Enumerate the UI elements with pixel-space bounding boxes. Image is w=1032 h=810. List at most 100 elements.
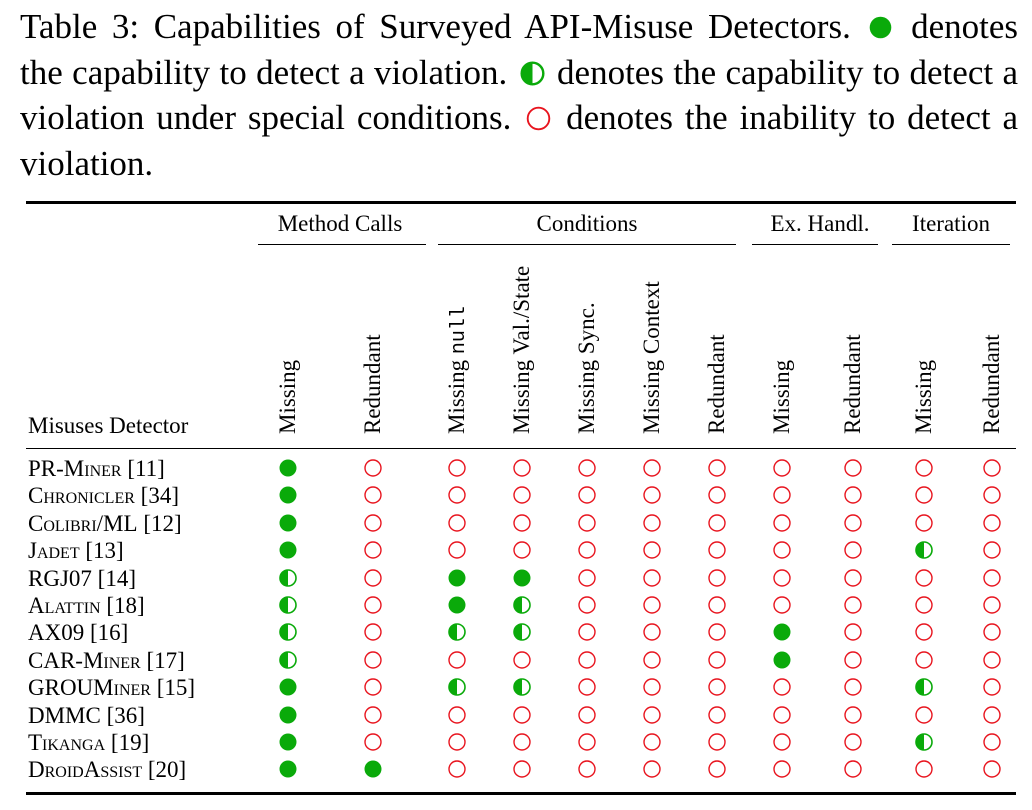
caption-half-desc: denotes the capability to detect a viola… (20, 52, 1019, 138)
half-circle-icon (447, 622, 467, 642)
detector-label: GROUMiner [15] (28, 674, 195, 701)
full-circle-icon (278, 732, 298, 752)
empty-circle-icon (914, 485, 934, 505)
empty-circle-icon (707, 595, 727, 615)
empty-circle-icon (707, 677, 727, 697)
detector-label: CAR-Miner [17] (28, 647, 185, 674)
caption-empty-desc: denotes the inability to detect a violat… (20, 98, 1019, 183)
empty-circle-icon (577, 485, 597, 505)
empty-circle-icon (642, 513, 662, 533)
empty-circle-icon (843, 732, 863, 752)
empty-circle-icon (363, 650, 383, 670)
detector-label: Chronicler [34] (28, 482, 179, 509)
empty-circle-icon (707, 513, 727, 533)
empty-circle-icon (982, 650, 1002, 670)
half-circle-icon (512, 595, 532, 615)
empty-circle-icon (843, 677, 863, 697)
detector-citation: [19] (110, 730, 150, 755)
detector-name: Alattin (28, 593, 101, 618)
column-header-detector: Misuses Detector (28, 413, 189, 438)
empty-circle-icon (512, 732, 532, 752)
empty-circle-icon (577, 513, 597, 533)
empty-circle-icon (642, 650, 662, 670)
column-header-exhandl-redundant: Redundant (840, 334, 865, 434)
half-circle-icon (512, 622, 532, 642)
full-circle-icon (278, 513, 298, 533)
detector-name: Colibri/ML (28, 510, 138, 536)
empty-circle-icon (447, 513, 467, 533)
detector-name: DroidAssist (28, 757, 143, 783)
empty-circle-icon (914, 650, 934, 670)
full-circle-icon (447, 568, 467, 588)
half-circle-icon (914, 540, 934, 560)
empty-circle-icon (982, 622, 1002, 642)
empty-circle-icon (363, 677, 383, 697)
empty-circle-icon (577, 705, 597, 725)
column-header-iteration-missing: Missing (911, 359, 936, 434)
empty-circle-icon (577, 677, 597, 697)
empty-circle-icon (447, 705, 467, 725)
empty-circle-icon (512, 513, 532, 533)
empty-circle-icon (982, 759, 1002, 779)
empty-circle-icon (843, 759, 863, 779)
empty-circle-icon (642, 705, 662, 725)
detector-name: Jadet (28, 538, 80, 564)
detector-name: PR-Miner (28, 456, 122, 481)
half-circle-icon (278, 568, 298, 588)
caption-title: Table 3: Capabilities of Surveyed API-Mi… (20, 7, 851, 46)
empty-circle-icon (707, 568, 727, 588)
empty-circle-icon (642, 759, 662, 779)
empty-circle-icon (363, 485, 383, 505)
full-circle-icon (278, 540, 298, 560)
empty-circle-icon (843, 705, 863, 725)
detector-citation: [11] (127, 456, 165, 481)
half-circle-icon (278, 595, 298, 615)
empty-circle-icon (843, 595, 863, 615)
empty-circle-icon (707, 759, 727, 779)
empty-circle-icon (577, 540, 597, 560)
empty-circle-icon (642, 732, 662, 752)
empty-circle-icon (707, 650, 727, 670)
group-rule-method-calls (258, 244, 426, 245)
table-top-rule (26, 201, 1016, 204)
empty-circle-icon (772, 513, 792, 533)
detector-name: RGJ07 (28, 565, 92, 591)
full-circle-icon (867, 14, 894, 41)
empty-circle-icon (982, 485, 1002, 505)
detector-label: Tikanga [19] (28, 729, 149, 756)
empty-circle-icon (363, 595, 383, 615)
column-header-method-missing: Missing (275, 359, 300, 434)
empty-circle-icon (577, 595, 597, 615)
column-header-missing-null-prefix: Missing (444, 354, 469, 434)
half-circle-icon (914, 732, 934, 752)
empty-circle-icon (982, 677, 1002, 697)
empty-circle-icon (772, 677, 792, 697)
detector-citation: [16] (89, 620, 129, 646)
detector-label: Colibri/ML [12] (28, 510, 182, 537)
empty-circle-icon (447, 540, 467, 560)
empty-circle-icon (363, 568, 383, 588)
empty-circle-icon (914, 513, 934, 533)
empty-circle-icon (982, 732, 1002, 752)
empty-circle-icon (772, 458, 792, 478)
empty-circle-icon (363, 705, 383, 725)
column-header-iteration-redundant: Redundant (979, 334, 1004, 434)
empty-circle-icon (512, 540, 532, 560)
empty-circle-icon (914, 458, 934, 478)
empty-circle-icon (577, 732, 597, 752)
table-header-rule (26, 448, 1016, 449)
empty-circle-icon (772, 759, 792, 779)
empty-circle-icon (982, 568, 1002, 588)
empty-circle-icon (447, 732, 467, 752)
empty-circle-icon (577, 759, 597, 779)
empty-circle-icon (772, 732, 792, 752)
full-circle-icon (278, 458, 298, 478)
empty-circle-icon (363, 622, 383, 642)
empty-circle-icon (843, 485, 863, 505)
empty-circle-icon (707, 485, 727, 505)
empty-circle-icon (772, 595, 792, 615)
full-circle-icon (447, 595, 467, 615)
detector-citation: [12] (143, 510, 182, 536)
empty-circle-icon (914, 622, 934, 642)
empty-circle-icon (363, 458, 383, 478)
